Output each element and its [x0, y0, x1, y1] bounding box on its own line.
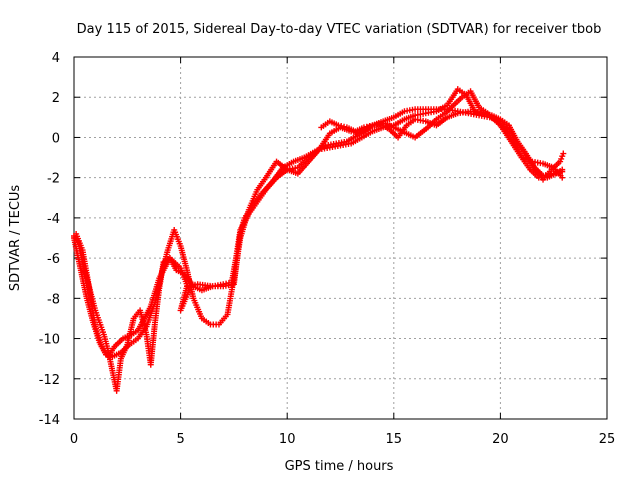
- data-point-marker: [559, 174, 566, 181]
- x-tick-label: 5: [176, 432, 184, 447]
- x-tick-label: 25: [599, 432, 616, 447]
- chart-title: Day 115 of 2015, Sidereal Day-to-day VTE…: [77, 22, 602, 37]
- x-axis-label: GPS time / hours: [285, 459, 394, 474]
- y-tick-label: 2: [52, 91, 60, 106]
- y-tick-label: 0: [52, 131, 60, 146]
- y-tick-label: -2: [47, 172, 60, 187]
- x-tick-label: 20: [492, 432, 509, 447]
- y-axis-label: SDTVAR / TECUs: [8, 185, 23, 292]
- x-tick-label: 10: [279, 432, 296, 447]
- grid-lines: [74, 57, 607, 419]
- y-tick-label: -8: [47, 292, 60, 307]
- axis-ticks: 0 5 10 15 20 25 -14 -12 -10 -8 -6 -4 -2 0 2 4: [39, 51, 616, 447]
- data-points: [71, 86, 567, 394]
- y-tick-label: -10: [39, 333, 60, 348]
- y-tick-label: 4: [52, 51, 60, 66]
- y-tick-label: -12: [39, 373, 60, 388]
- x-tick-label: 15: [386, 432, 403, 447]
- data-point-marker: [560, 150, 567, 157]
- data-point-marker: [559, 166, 566, 173]
- y-tick-label: -6: [47, 252, 60, 267]
- plot-frame: [73, 56, 608, 420]
- y-tick-label: -14: [39, 413, 60, 428]
- x-tick-label: 0: [70, 432, 78, 447]
- y-tick-label: -4: [47, 212, 60, 227]
